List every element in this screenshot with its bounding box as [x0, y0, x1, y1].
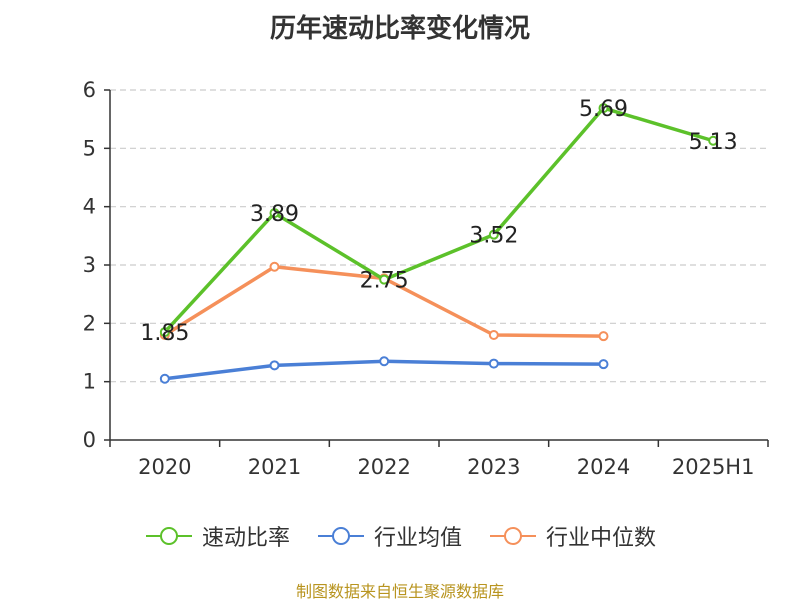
- y-tick-label: 3: [83, 253, 96, 277]
- legend-line-marker-icon: [490, 527, 536, 545]
- data-point: [488, 358, 499, 369]
- data-label: 2.75: [360, 269, 409, 294]
- data-point: [708, 135, 719, 146]
- y-tick-label: 0: [83, 428, 96, 452]
- x-tick-label: 2023: [467, 455, 520, 479]
- data-point: [598, 331, 609, 342]
- legend-label: 行业中位数: [546, 526, 657, 551]
- data-point: [159, 373, 170, 384]
- data-point: [598, 359, 609, 370]
- legend-label: 行业均值: [373, 526, 462, 551]
- data-label: 5.13: [689, 130, 738, 155]
- y-tick-label: 5: [83, 136, 96, 160]
- y-tick-label: 4: [83, 195, 96, 219]
- data-point: [159, 327, 170, 338]
- y-tick-label: 6: [83, 78, 96, 102]
- legend-line-marker-icon: [317, 527, 364, 545]
- x-tick-label: 2024: [577, 455, 630, 479]
- x-tick-label: 2021: [248, 455, 301, 479]
- data-point: [269, 261, 280, 272]
- y-tick-label: 2: [83, 311, 96, 335]
- chart-title: 历年速动比率变化情况: [269, 14, 530, 44]
- data-point: [269, 360, 280, 371]
- data-point: [379, 356, 390, 367]
- legend-line-marker-icon: [145, 527, 192, 545]
- y-tick-label: 1: [83, 370, 96, 394]
- legend-item-quick-ratio[interactable]: 速动比率: [144, 520, 290, 552]
- data-label: 5.69: [579, 97, 628, 122]
- data-point: [598, 103, 609, 114]
- legend-item-industry-median[interactable]: 行业中位数: [488, 520, 656, 552]
- x-tick-label: 2022: [357, 455, 410, 479]
- data-point: [488, 330, 499, 340]
- legend-label: 速动比率: [201, 526, 290, 551]
- x-tick-label: 2020: [138, 455, 191, 479]
- source-note: 制图数据来自恒生聚源数据库: [295, 582, 504, 601]
- x-tick-label: 2025H1: [672, 455, 755, 479]
- data-point: [269, 208, 280, 219]
- data-point: [488, 229, 499, 240]
- data-label: 3.89: [250, 202, 299, 227]
- legend-item-industry-mean[interactable]: 行业均值: [316, 520, 462, 552]
- data-point: [379, 274, 390, 285]
- data-label: 1.85: [140, 321, 189, 346]
- legend: 速动比率 行业均值 行业中位数: [0, 520, 800, 552]
- data-label: 3.52: [469, 224, 518, 249]
- series-line: [163, 106, 714, 334]
